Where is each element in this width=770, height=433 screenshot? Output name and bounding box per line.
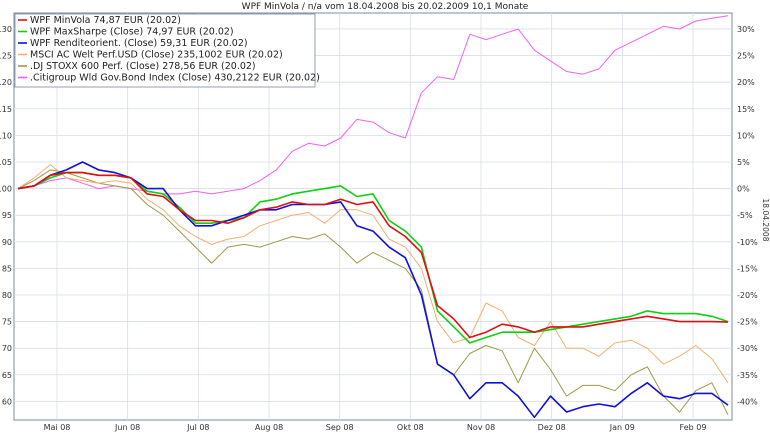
y-left-tick-label: 80 — [2, 291, 12, 300]
y-right-tick-label: -25% — [737, 318, 758, 327]
legend-entry: .Citigroup Wld Gov.Bond Index (Close) 43… — [30, 73, 320, 84]
x-tick-label: Jun 08 — [114, 423, 140, 432]
y-right-tick-label: -35% — [737, 371, 758, 380]
legend-entry: MSCI AC Welt Perf.USD (Close) 235,1002 E… — [30, 50, 283, 61]
right-axis-label: 18.04.2008 — [761, 199, 770, 242]
x-tick-label: Okt 08 — [397, 423, 424, 432]
y-right-tick-label: -5% — [737, 211, 753, 220]
y-left-tick-label: 105 — [0, 158, 12, 167]
y-right-tick-label: -30% — [737, 344, 758, 353]
y-left-tick-label: 110 — [0, 131, 12, 140]
x-tick-label: Sep 08 — [326, 423, 354, 432]
series-line-2 — [17, 161, 729, 419]
y-left-tick-label: 100 — [0, 185, 12, 194]
y-right-tick-label: -10% — [737, 238, 758, 247]
y-right-tick-label: -20% — [737, 291, 758, 300]
legend-entry: WPF MinVola 74,87 EUR (20.02) — [30, 15, 181, 26]
y-left-tick-label: 70 — [2, 344, 12, 353]
legend-entry: .DJ STOXX 600 Perf. (Close) 278,56 EUR (… — [30, 61, 256, 72]
y-left-tick-label: 125 — [0, 52, 12, 61]
x-tick-label: Jul 08 — [186, 423, 209, 432]
x-tick-label: Feb 09 — [680, 423, 707, 432]
x-tick-label: Dez 08 — [538, 423, 566, 432]
y-left-tick-label: 60 — [2, 397, 12, 406]
legend-box — [14, 13, 316, 88]
x-tick-label: Aug 08 — [255, 423, 283, 432]
y-left-tick-label: 65 — [2, 371, 12, 380]
y-left-tick-label: 130 — [0, 25, 12, 34]
legend-entry: WPF Renditeorient. (Close) 59,31 EUR (20… — [30, 38, 248, 49]
legend-entry: WPF MaxSharpe (Close) 74,97 EUR (20.02) — [30, 27, 234, 38]
series-line-4 — [17, 169, 729, 415]
y-right-tick-label: 30% — [737, 25, 755, 34]
x-tick-label: Mai 08 — [44, 423, 71, 432]
y-right-tick-label: 15% — [737, 105, 755, 114]
y-right-tick-label: -40% — [737, 397, 758, 406]
y-right-tick-label: 20% — [737, 78, 755, 87]
x-tick-label: Nov 08 — [467, 423, 495, 432]
chart-title: WPF MinVola / n/a vom 18.04.2008 bis 20.… — [242, 2, 529, 12]
y-left-tick-label: 75 — [2, 318, 12, 327]
legend: WPF MinVola 74,87 EUR (20.02)WPF MaxShar… — [14, 13, 320, 88]
y-right-tick-label: 0% — [737, 185, 750, 194]
y-left-tick-label: 85 — [2, 264, 12, 273]
x-axis: Mai 08 Jun 08 Jul 08 Aug 08 Sep 08 Okt 08 Nov … — [44, 423, 707, 432]
y-left-tick-label: 115 — [0, 105, 12, 114]
y-left-tick-label: 95 — [2, 211, 12, 220]
y-axis-left: 60 65 70 75 80 85 90 95 100 105 110 115 120 125 130 — [0, 25, 12, 406]
y-right-tick-label: 25% — [737, 52, 755, 61]
y-right-tick-label: 10% — [737, 131, 755, 140]
y-right-tick-label: 5% — [737, 158, 750, 167]
series-lines — [17, 15, 729, 419]
series-line-0 — [17, 171, 729, 339]
y-left-tick-label: 90 — [2, 238, 12, 247]
x-tick-label: Jan 09 — [609, 423, 635, 432]
series-line-3 — [17, 164, 729, 384]
y-axis-right: 30% 25% 20% 15% 10% 5% 0% -5% -10% -15% -20% -25% -3… — [737, 25, 758, 406]
y-left-tick-label: 120 — [0, 78, 12, 87]
series-line-5 — [17, 15, 729, 195]
y-right-tick-label: -15% — [737, 264, 758, 273]
